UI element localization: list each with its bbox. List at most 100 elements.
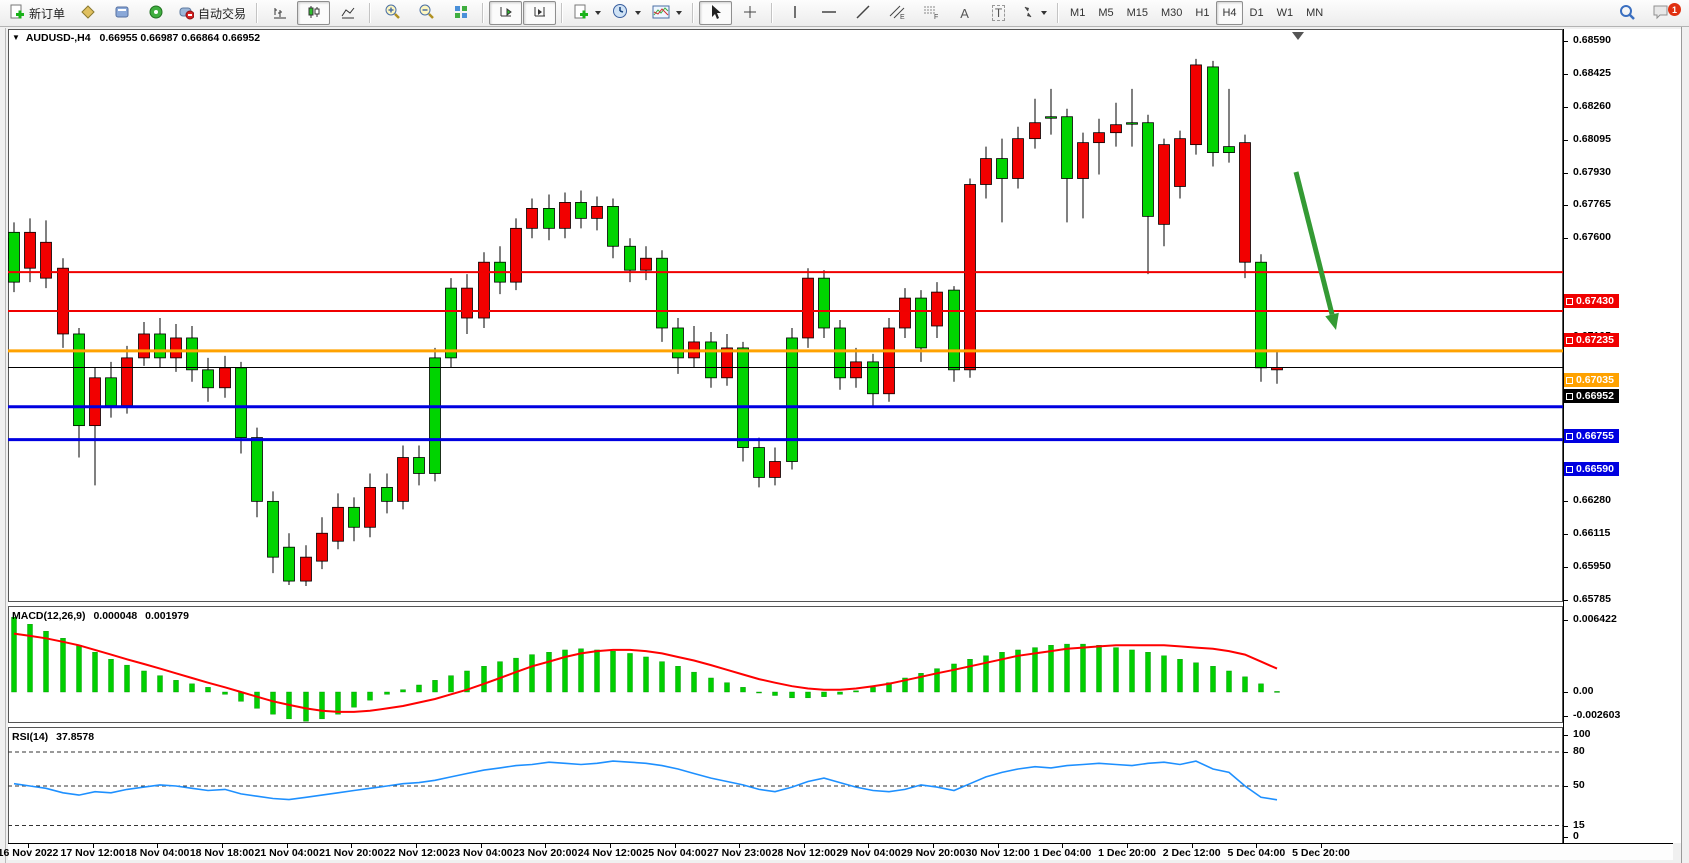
chart-canvas[interactable] — [0, 29, 1563, 844]
market-watch-button[interactable] — [71, 1, 104, 25]
arrows-tool-button[interactable] — [1016, 1, 1052, 25]
time-label: 18 Nov 18:00 — [189, 847, 255, 859]
chart-shift-button[interactable] — [523, 1, 557, 25]
macd-axis-zero: 0.00 — [1573, 685, 1594, 697]
time-tick — [1191, 844, 1193, 848]
channel-icon: E — [888, 4, 906, 23]
price-tick-label: 0.68590 — [1573, 34, 1611, 46]
notification-badge: 1 — [1668, 3, 1681, 16]
label-tool-label: T — [991, 5, 1006, 21]
timeframe-M15[interactable]: M15 — [1126, 7, 1148, 19]
chart-title: ▼ AUDUSD-,H4 0.66955 0.66987 0.66864 0.6… — [12, 32, 260, 44]
text-tool-label: A — [960, 5, 969, 21]
axis-tick — [1564, 786, 1568, 787]
price-tick-label: 0.66115 — [1573, 527, 1611, 540]
rsi-axis-label: 80 — [1573, 745, 1585, 757]
price-badge-0.66755: 0.66755 — [1564, 428, 1619, 443]
fibonacci-tool-button[interactable]: F — [914, 1, 947, 25]
indicators-icon — [573, 4, 589, 23]
axis-tick — [1564, 825, 1568, 827]
horizontal-line-tool-button[interactable] — [812, 1, 845, 25]
candle-chart-button[interactable] — [297, 1, 331, 25]
time-tick — [351, 844, 353, 848]
templates-button[interactable] — [647, 1, 687, 25]
timeframe-M1[interactable]: M1 — [1070, 7, 1086, 19]
auto-trading-button[interactable]: 自动交易 — [173, 1, 251, 25]
time-tick — [609, 844, 611, 848]
macd-value-signal: 0.001979 — [145, 610, 189, 622]
symbol-collapse-icon[interactable]: ▼ — [12, 33, 20, 42]
axis-tick — [1564, 205, 1568, 207]
timeframe-W1[interactable]: W1 — [1276, 7, 1294, 19]
notifications-button[interactable]: 1 — [1644, 1, 1681, 25]
price-badge-0.66952: 0.66952 — [1564, 389, 1619, 404]
zoom-out-icon — [418, 3, 435, 23]
axis-tick — [1564, 73, 1568, 75]
time-label: 30 Nov 12:00 — [965, 847, 1030, 859]
time-axis[interactable]: 16 Nov 2022 17 Nov 12:00 18 Nov 04:00 18 No… — [0, 843, 1673, 860]
chat-bubble-icon — [1652, 3, 1670, 23]
axis-tick — [1564, 139, 1568, 141]
periods-button[interactable] — [607, 1, 646, 25]
toolbar-separator — [1057, 3, 1060, 23]
timeframe-H4[interactable]: H4 — [1216, 1, 1243, 25]
text-tool-button[interactable]: A — [948, 1, 981, 25]
zoom-out-button[interactable] — [410, 1, 443, 25]
channel-tool-button[interactable]: E — [880, 1, 913, 25]
time-tick — [868, 844, 870, 848]
price-chart[interactable]: ▼ AUDUSD-,H4 0.66955 0.66987 0.66864 0.6… — [0, 29, 1563, 844]
time-label: 21 Nov 20:00 — [319, 847, 384, 859]
ohlc-values: 0.66955 0.66987 0.66864 0.66952 — [99, 32, 261, 44]
tile-windows-button[interactable] — [444, 1, 477, 25]
signals-button[interactable] — [139, 1, 172, 25]
time-label: 22 Nov 12:00 — [383, 847, 448, 859]
price-badge-0.67235: 0.67235 — [1564, 333, 1619, 348]
axis-tick — [1564, 735, 1568, 736]
axis-tick — [1564, 752, 1568, 753]
price-axis[interactable]: 0.68590 0.68425 0.68260 0.68095 0.67930 0.677… — [1563, 29, 1682, 843]
timeframe-M30[interactable]: M30 — [1161, 7, 1183, 19]
data-window-button[interactable] — [105, 1, 138, 25]
zoom-in-button[interactable] — [376, 1, 409, 25]
window-edge — [5, 28, 6, 863]
indicators-button[interactable] — [568, 1, 606, 25]
axis-tick — [1564, 172, 1568, 174]
time-label: 5 Dec 04:00 — [1227, 847, 1286, 859]
cursor-tool-button[interactable] — [699, 1, 733, 25]
new-order-icon — [9, 4, 25, 23]
toolbar-separator — [561, 3, 564, 23]
crosshair-tool-button[interactable] — [733, 1, 766, 25]
price-tick-label: 0.66280 — [1573, 494, 1611, 507]
zoom-in-icon — [384, 3, 401, 23]
search-button[interactable] — [1610, 1, 1643, 25]
new-order-button[interactable]: 新订单 — [4, 1, 70, 25]
fibonacci-icon: F — [922, 4, 940, 23]
auto-trading-label: 自动交易 — [198, 6, 247, 21]
timeframe-M5[interactable]: M5 — [1098, 7, 1114, 19]
text-label-tool-button[interactable]: T — [982, 1, 1015, 25]
timeframe-MN[interactable]: MN — [1306, 7, 1324, 19]
cursor-icon — [709, 4, 723, 23]
time-label: 29 Nov 04:00 — [836, 847, 901, 859]
time-tick — [28, 844, 29, 848]
auto-scroll-button[interactable] — [489, 1, 523, 25]
vertical-line-tool-button[interactable] — [778, 1, 811, 25]
timeframe-H1[interactable]: H1 — [1195, 7, 1210, 19]
axis-tick — [1564, 620, 1568, 621]
axis-tick — [1564, 716, 1568, 717]
time-label: 29 Nov 20:00 — [900, 847, 966, 859]
bar-chart-button[interactable] — [263, 1, 296, 25]
tile-windows-icon — [453, 4, 469, 23]
time-tick — [92, 844, 94, 848]
axis-tick — [1564, 567, 1568, 569]
line-chart-button[interactable] — [331, 1, 364, 25]
axis-tick — [1564, 534, 1568, 536]
trendline-tool-button[interactable] — [846, 1, 879, 25]
rsi-axis-label: 0 — [1573, 830, 1579, 842]
macd-label: MACD(12,26,9) 0.000048 0.001979 — [12, 610, 189, 622]
timeframe-D1[interactable]: D1 — [1249, 7, 1264, 19]
auto-scroll-icon — [498, 4, 514, 23]
horizontal-line-icon — [820, 6, 838, 20]
time-label: 5 Dec 20:00 — [1292, 847, 1350, 859]
macd-name: MACD(12,26,9) — [12, 610, 86, 622]
